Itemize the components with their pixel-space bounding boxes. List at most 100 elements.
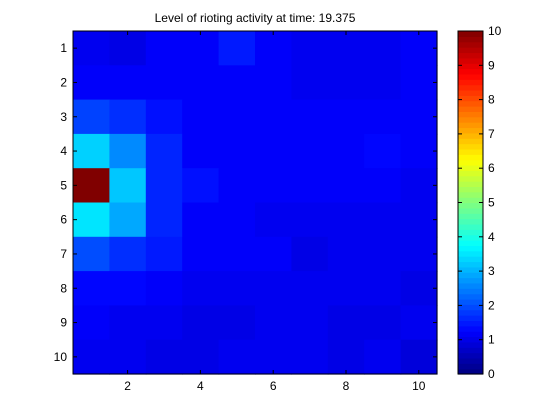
heatmap-cell [327, 271, 365, 306]
y-tick-label: 2 [60, 75, 67, 89]
heatmap-cell [291, 305, 329, 341]
colorbar-band [458, 272, 483, 279]
heatmap-cell [327, 65, 365, 101]
heatmap-cell [145, 305, 183, 341]
heatmap-cell [400, 99, 438, 135]
colorbar-band [458, 52, 483, 59]
heatmap-cell [182, 202, 220, 238]
y-tick-label: 6 [60, 213, 67, 227]
colorbar-band [458, 143, 483, 150]
heatmap-cell [109, 65, 147, 101]
heatmap-cell [73, 65, 110, 101]
heatmap-cell [400, 31, 438, 66]
heatmap-cell [364, 65, 402, 101]
x-tick-label: 4 [197, 379, 204, 393]
heatmap-cell [182, 168, 220, 204]
heatmap-cell [109, 168, 147, 204]
colorbar-band [458, 240, 483, 246]
heatmap-cell [73, 133, 110, 169]
heatmap-cell [291, 99, 329, 135]
heatmap-cell [145, 65, 183, 101]
colorbar-band [458, 170, 483, 177]
heatmap-cell [218, 202, 256, 238]
heatmap-cell [400, 133, 438, 169]
heatmap-cell [291, 133, 329, 169]
heatmap-cell [73, 305, 110, 341]
heatmap-cell [400, 305, 438, 341]
heatmap-cell [218, 271, 256, 306]
colorbar-band [458, 315, 483, 322]
heatmap-cell [145, 168, 183, 204]
heatmap-cell [364, 202, 402, 238]
colorbar-band [458, 31, 483, 37]
colorbar-band [458, 229, 483, 236]
colorbar-band [458, 63, 483, 70]
chart-title: Level of rioting activity at time: 19.37… [155, 11, 356, 25]
heatmap-cell [145, 202, 183, 238]
heatmap-cell [182, 99, 220, 135]
heatmap-cell [327, 339, 365, 375]
heatmap-cell [73, 202, 110, 238]
heatmap-cell [182, 31, 220, 66]
colorbar-tick-label: 7 [488, 127, 495, 141]
y-tick-label: 10 [54, 350, 68, 364]
colorbar-band [458, 357, 483, 364]
heatmap-cell [218, 168, 256, 204]
heatmap-cell [364, 133, 402, 169]
heatmap-cell [255, 133, 292, 169]
colorbar-band [458, 154, 483, 161]
heatmap-cell [364, 31, 402, 66]
heatmap-cell [364, 168, 402, 204]
heatmap-cell [182, 271, 220, 306]
colorbar-band [458, 245, 483, 252]
colorbar-band [458, 186, 483, 193]
x-tick-label: 10 [412, 379, 426, 393]
colorbar-band [458, 352, 483, 359]
colorbar-band [458, 331, 483, 338]
colorbar-band [458, 79, 483, 86]
colorbar-band [458, 288, 483, 295]
y-tick-label: 9 [60, 316, 67, 330]
heatmap-cell [73, 168, 110, 204]
colorbar-tick-label: 4 [488, 230, 495, 244]
heatmap-cell [255, 168, 292, 204]
colorbar-band [458, 197, 483, 204]
heatmap-cell [400, 65, 438, 101]
heatmap-cell [255, 305, 292, 341]
heatmap-cell [364, 236, 402, 272]
colorbar-band [458, 320, 483, 327]
colorbar-band [458, 36, 483, 43]
heatmap-cell [109, 236, 147, 272]
heatmap-cell [218, 133, 256, 169]
colorbar-band [458, 256, 483, 263]
plot-frame [72, 30, 438, 375]
colorbar-band [458, 347, 483, 354]
heatmap-cell [400, 168, 438, 204]
y-tick-label: 5 [60, 178, 67, 192]
colorbar-band [458, 266, 483, 273]
colorbar-band [458, 95, 483, 102]
heatmap-cell [291, 339, 329, 375]
colorbar-tick-label: 0 [488, 367, 495, 381]
heatmap-cell [109, 99, 147, 135]
colorbar-band [458, 127, 483, 134]
colorbar-band [458, 293, 483, 300]
colorbar-band [458, 218, 483, 225]
colorbar-band [458, 325, 483, 332]
colorbar-tick-label: 6 [488, 161, 495, 175]
heatmap-cell [400, 271, 438, 306]
colorbar-tick-label: 9 [488, 58, 495, 72]
colorbar-band [458, 341, 483, 348]
heatmap-cell [327, 202, 365, 238]
heatmap-cell [145, 31, 183, 66]
colorbar-band [458, 159, 483, 166]
heatmap-cell [327, 31, 365, 66]
colorbar-band [458, 84, 483, 91]
heatmap-cell [109, 31, 147, 66]
heatmap-cell [145, 271, 183, 306]
heatmap-cell [255, 65, 292, 101]
colorbar-band [458, 47, 483, 54]
heatmap-cell [400, 236, 438, 272]
